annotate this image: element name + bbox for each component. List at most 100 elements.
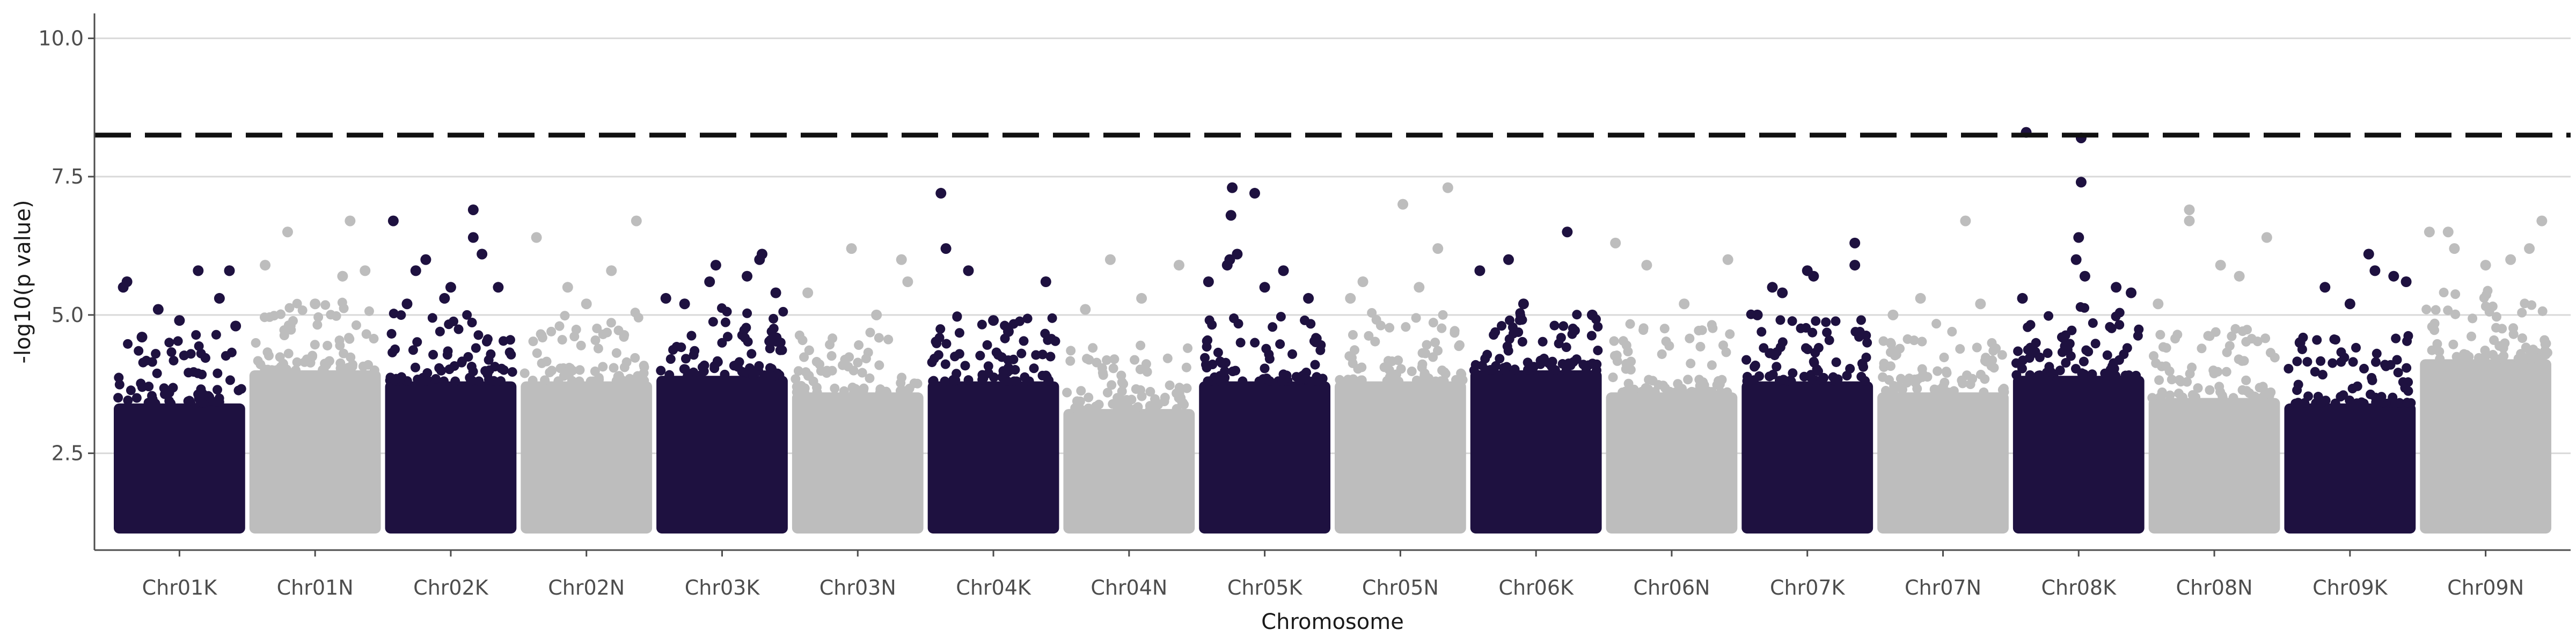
- data-point: [2070, 364, 2081, 374]
- data-point: [991, 347, 1001, 357]
- data-point: [2044, 362, 2054, 372]
- data-point: [1917, 336, 1927, 347]
- data-point: [450, 376, 460, 386]
- data-point: [2352, 381, 2362, 391]
- data-point: [1070, 403, 1080, 413]
- data-point: [722, 306, 732, 317]
- data-point: [1955, 344, 1965, 354]
- chromosome-points-Chr08N: [2147, 204, 2280, 534]
- data-point: [2033, 370, 2044, 380]
- data-point: [1819, 372, 1829, 383]
- data-point: [2450, 309, 2461, 319]
- outlier-point: [2070, 254, 2082, 265]
- data-point: [430, 374, 441, 384]
- data-point: [1113, 393, 1123, 403]
- outlier-point: [2017, 292, 2028, 304]
- data-point: [1678, 387, 1688, 398]
- data-point: [2402, 363, 2412, 373]
- data-point: [2448, 339, 2458, 349]
- data-point: [1250, 338, 1260, 348]
- data-point: [2345, 395, 2355, 405]
- data-point: [2120, 370, 2131, 380]
- x-tick-label: Chr07N: [1905, 576, 1981, 599]
- outlier-point: [2369, 265, 2381, 276]
- outlier-point: [660, 292, 671, 304]
- data-point: [2429, 318, 2440, 328]
- data-point: [1685, 333, 1695, 343]
- outlier-point: [2261, 232, 2272, 243]
- data-point: [1958, 378, 1968, 389]
- data-point: [764, 336, 774, 346]
- data-point: [1275, 339, 1285, 349]
- data-point: [1880, 386, 1891, 396]
- chromosome-points-Chr03N: [791, 243, 924, 534]
- data-point: [150, 398, 160, 408]
- data-point: [1407, 366, 1417, 376]
- data-point: [528, 336, 538, 347]
- data-point: [2351, 342, 2361, 353]
- data-point: [2402, 398, 2412, 408]
- data-point: [2321, 396, 2331, 406]
- data-point: [326, 310, 336, 320]
- outlier-point: [1752, 309, 1763, 320]
- data-point: [1037, 349, 1048, 360]
- data-point: [1287, 349, 1298, 359]
- data-point: [609, 363, 619, 373]
- outlier-point: [2401, 276, 2412, 287]
- data-point: [2523, 354, 2534, 364]
- data-point: [442, 350, 452, 360]
- data-point: [2388, 392, 2398, 402]
- data-point: [1045, 352, 1056, 362]
- point-cloud: [1877, 392, 2009, 534]
- data-point: [633, 371, 643, 381]
- outlier-point: [1777, 287, 1788, 298]
- data-point: [2155, 330, 2165, 340]
- data-point: [777, 345, 787, 355]
- data-point: [2540, 345, 2550, 355]
- data-point: [141, 355, 151, 365]
- x-tick-label: Chr07K: [1770, 576, 1846, 599]
- x-tick-label: Chr01K: [142, 576, 218, 599]
- data-point: [912, 378, 923, 389]
- data-point: [468, 367, 478, 377]
- point-cloud: [1606, 392, 1738, 534]
- data-point: [166, 347, 177, 357]
- data-point: [1980, 374, 1990, 384]
- data-point: [1561, 342, 1571, 353]
- data-point: [2013, 346, 2023, 356]
- data-point: [297, 305, 308, 316]
- data-point: [588, 376, 598, 386]
- data-point: [630, 308, 640, 318]
- data-point: [163, 387, 173, 398]
- data-point: [396, 310, 406, 320]
- data-point: [1625, 319, 1635, 329]
- data-point: [320, 300, 331, 310]
- data-point: [196, 387, 207, 397]
- data-point: [1824, 335, 1834, 345]
- outlier-point: [1303, 292, 1314, 304]
- data-point: [1350, 345, 1360, 355]
- data-point: [1136, 340, 1146, 350]
- data-point: [427, 313, 437, 323]
- data-point: [389, 309, 399, 319]
- data-point: [1003, 355, 1013, 365]
- data-point: [225, 375, 235, 385]
- data-point: [412, 337, 422, 347]
- data-point: [2540, 335, 2550, 345]
- data-point: [1172, 404, 1182, 414]
- data-point: [896, 378, 906, 388]
- data-point: [313, 312, 324, 322]
- data-point: [1009, 376, 1019, 386]
- data-point: [830, 383, 840, 393]
- data-point: [2165, 390, 2175, 400]
- data-point: [346, 352, 356, 362]
- x-tick-label: Chr08K: [2041, 576, 2117, 599]
- data-point: [2480, 301, 2491, 311]
- data-point: [737, 367, 747, 377]
- x-tick-label: Chr04N: [1091, 576, 1167, 599]
- data-point: [861, 354, 871, 364]
- data-point: [1439, 367, 1450, 377]
- data-point: [1102, 355, 1112, 365]
- outlier-point: [631, 215, 642, 226]
- outlier-point: [2075, 177, 2087, 188]
